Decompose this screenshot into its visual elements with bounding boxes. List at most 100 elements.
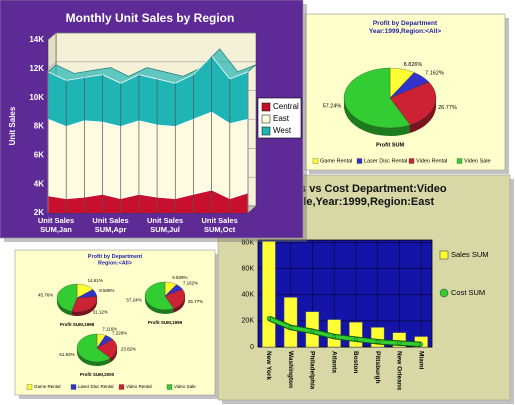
x-tick-label: Unit Sales SUM,Oct: [202, 216, 238, 234]
legend-swatch: [118, 384, 125, 390]
value-label: 8.826%: [404, 62, 423, 68]
y-tick-label: 10K: [29, 93, 44, 102]
pie-slice: [56, 283, 78, 312]
y-tick-label: 60K: [242, 266, 255, 273]
value-label: 7.229%: [112, 330, 127, 335]
value-label: 57.24%: [323, 103, 342, 109]
value-label: 9.829%: [172, 275, 187, 280]
line-marker: [353, 337, 358, 342]
chart-panel: Profit by Department Year:1999,Region:<Al…: [304, 13, 506, 171]
grid-line: [47, 61, 256, 70]
line-marker: [397, 341, 402, 346]
legend-label: Cost SUM: [451, 288, 485, 297]
value-label: 7.116%: [102, 327, 117, 332]
legend-swatch: [70, 384, 77, 390]
legend-label: Video Rental: [416, 158, 447, 164]
x-tick-label: New York: [265, 351, 272, 380]
pie-slice: [96, 339, 118, 359]
x-tick-label: Pittsburgh: [374, 351, 381, 384]
legend-swatch: [261, 126, 271, 136]
legend-label: Laser Disc Rental: [78, 384, 114, 389]
x-tick-label: Philadelphia: [309, 351, 316, 390]
line-marker: [332, 334, 337, 339]
pie-slice: [389, 81, 437, 126]
value-label: 57.24%: [126, 297, 141, 302]
y-tick-label: 20K: [242, 318, 255, 325]
panel-background: [304, 13, 506, 171]
value-label: 45.76%: [38, 293, 53, 298]
legend-swatch: [261, 114, 271, 124]
legend-swatch: [261, 102, 271, 112]
legend-label: East: [273, 114, 290, 123]
legend-label: Laser Disc Rental: [364, 158, 407, 164]
chart-panel: Profit by Department Region:<All> 14.61% 8.…: [14, 249, 216, 396]
pie-slice: [76, 333, 111, 363]
pie-slice: [71, 296, 98, 313]
value-label: 7.162%: [425, 71, 444, 77]
grid-line: [47, 32, 256, 41]
line-marker: [310, 329, 315, 334]
y-tick-label: 2K: [34, 208, 44, 217]
line-marker: [375, 339, 380, 344]
plot-area: [47, 48, 257, 213]
chart-title: Profit by Department Region:<All>: [88, 254, 143, 267]
pie-label: Profit SUM,1999: [148, 320, 183, 325]
pie-slice: [144, 281, 175, 311]
pie-slice: [164, 289, 186, 309]
pie-slice: [343, 67, 411, 129]
legend-swatch: [312, 158, 319, 164]
legend-swatch: [456, 158, 463, 164]
value-label: 23.82%: [121, 347, 136, 352]
y-tick-label: 4K: [34, 179, 44, 188]
line-marker: [419, 342, 424, 347]
value-label: 14.61%: [88, 278, 103, 283]
chart-title: Monthly Unit Sales by Region: [66, 11, 235, 25]
bar: [283, 297, 298, 348]
legend-label: Central: [273, 102, 299, 111]
value-label: 8.508%: [99, 288, 114, 293]
y-tick-label: 0: [250, 344, 254, 351]
legend-label: West: [273, 126, 292, 135]
value-label: 7.162%: [183, 281, 198, 286]
y-tick-label: 14K: [29, 35, 44, 44]
pie-label: Profit SUM,1998: [60, 322, 95, 327]
value-label: 31.12%: [93, 310, 108, 315]
legend-label: Video Sale: [174, 384, 196, 389]
line-marker: [288, 325, 293, 330]
x-tick-label: Boston: [352, 351, 359, 373]
chart-panel: Monthly Unit Sales by Region Unit Sales 2K…: [0, 0, 304, 239]
legend-swatch: [356, 158, 363, 164]
y-tick-label: 6K: [34, 150, 44, 159]
x-tick-label: Unit Sales SUM,Jul: [147, 216, 183, 234]
panel-background: [14, 249, 216, 396]
x-tick-label: Atlanta: [330, 351, 337, 373]
legend-label: Video Rental: [126, 384, 152, 389]
legend-swatch: [439, 250, 449, 260]
y-tick-label: 40K: [242, 292, 255, 299]
x-tick-label: Miami: [417, 351, 424, 370]
y-tick-label: 80K: [242, 239, 255, 246]
x-tick-label: New Orleans: [396, 351, 403, 391]
legend-swatch: [26, 384, 33, 390]
value-label: 61.83%: [59, 352, 74, 357]
bar: [262, 241, 276, 348]
legend-swatch: [408, 158, 415, 164]
chart-title: Profit by Department Year:1999,Region:<Al…: [369, 20, 441, 35]
x-tick-label: Washington: [287, 351, 294, 388]
line-marker: [266, 316, 271, 321]
pie-label: Profit SUM: [376, 142, 405, 148]
value-label: 26.77%: [438, 105, 457, 111]
line: [268, 316, 422, 347]
legend-label: Game Rental: [34, 384, 61, 389]
pie-label: Profit SUM,2000: [80, 372, 115, 377]
y-tick-label: 12K: [29, 64, 44, 73]
chart-title: Sales vs Cost Department:Video Sale,Year:…: [277, 183, 446, 208]
legend-swatch: [166, 384, 173, 390]
y-axis-label: Unit Sales: [8, 106, 17, 145]
legend-label: Video Sale: [464, 158, 491, 164]
x-tick-label: Unit Sales SUM,Apr: [92, 216, 128, 234]
legend-swatch: [439, 288, 449, 298]
legend-label: Sales SUM: [451, 250, 489, 259]
